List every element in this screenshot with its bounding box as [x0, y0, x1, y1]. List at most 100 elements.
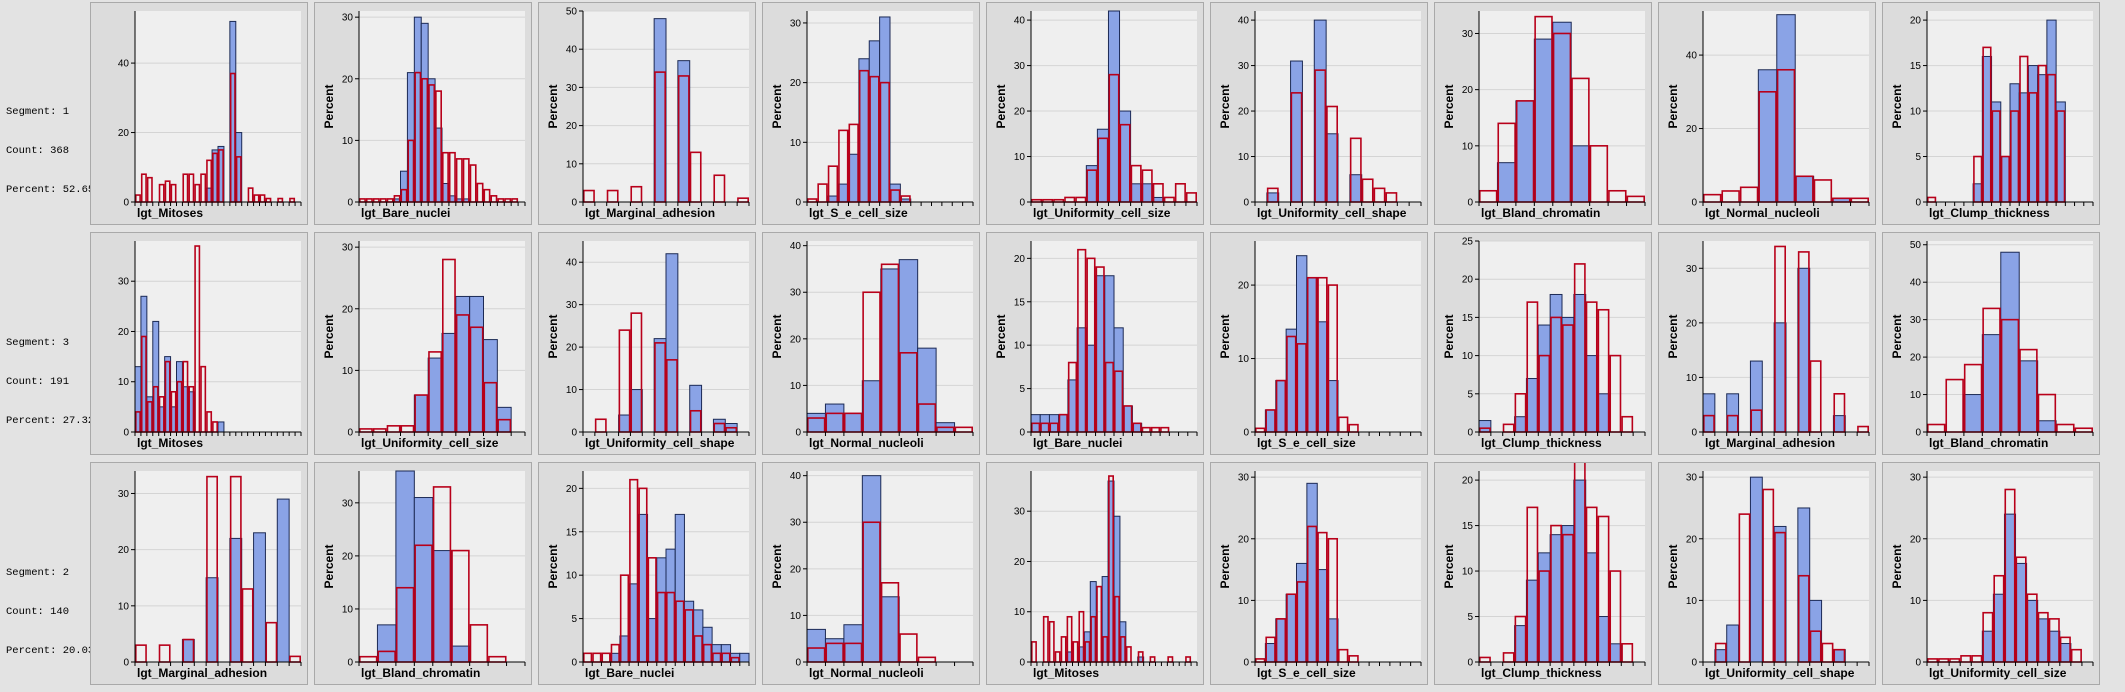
histogram-panel: 0 10 20 30 lgt_Bland_chromatin Percent	[314, 462, 532, 685]
segment-bar	[1515, 100, 1535, 203]
segment-bar	[205, 577, 219, 663]
x-axis-label: lgt_Clump_thickness	[1929, 206, 2050, 220]
x-axis-label: lgt_Marginal_adhesion	[1705, 436, 1835, 450]
segment-label-line: Percent: 52.65	[6, 184, 95, 196]
histogram-panel: 0 5 10 15 20 25 lgt_Clump_thickness Percent	[1434, 232, 1652, 455]
segment-bar	[1107, 10, 1121, 203]
y-tick-label: 10	[566, 159, 578, 170]
y-tick-label: 10	[1238, 596, 1250, 607]
segment-bar	[618, 414, 631, 433]
segment-bar	[1349, 174, 1363, 203]
y-tick-label: 20	[118, 327, 130, 338]
y-tick-label: 10	[342, 366, 354, 377]
segment-bar	[861, 475, 882, 663]
y-tick-label: 10	[1462, 141, 1474, 152]
histogram-panel: 0 10 20 30 lgt_Uniformity_cell_shape Percent	[1658, 462, 1876, 685]
segment-bar	[413, 394, 429, 433]
segment-bar	[2018, 360, 2039, 433]
y-tick-label: 30	[1014, 507, 1026, 518]
segment-bar	[1797, 267, 1811, 433]
segment-bar	[843, 412, 863, 433]
segment-bar	[276, 498, 290, 663]
y-tick-label: 20	[1462, 476, 1474, 487]
segment-bar	[2015, 562, 2028, 663]
y-tick-label: 10	[1910, 390, 1922, 401]
y-axis-label: Percent	[1442, 84, 1456, 128]
x-axis-label: lgt_Uniformity_cell_shape	[585, 436, 735, 450]
y-tick-label: 30	[342, 13, 354, 24]
y-tick-label: 30	[790, 18, 802, 29]
y-tick-label: 20	[1238, 281, 1250, 292]
y-axis-label: Percent	[1890, 84, 1904, 128]
x-axis-label: lgt_Mitoses	[137, 206, 203, 220]
segment-bar	[253, 532, 266, 663]
y-tick-label: 20	[1238, 107, 1250, 118]
segment-bar	[1525, 378, 1539, 433]
x-axis-label: lgt_Uniformity_cell_size	[1929, 666, 2067, 680]
x-axis-label: lgt_Mitoses	[137, 436, 203, 450]
y-tick-label: 10	[566, 385, 578, 396]
segment-bar	[1757, 69, 1778, 203]
segment-bar	[2059, 643, 2072, 663]
y-tick-label: 10	[1910, 107, 1922, 118]
y-tick-label: 30	[1910, 315, 1922, 326]
histogram-svg: 0 10 20 30 40 lgt_Uniformity_cell_shape Percen…	[1218, 11, 1422, 220]
y-axis-label: Percent	[1218, 84, 1232, 128]
x-axis-label: lgt_Bare_nuclei	[585, 666, 674, 680]
y-tick-label: 10	[1910, 596, 1922, 607]
histogram-svg: 0 10 20 30 lgt_S_e_cell_size Percent	[1218, 471, 1422, 680]
segment-bar	[395, 470, 415, 663]
y-tick-label: 0	[571, 428, 577, 439]
histogram-panel: 0 10 20 30 lgt_Mitoses	[90, 232, 308, 455]
y-tick-label: 40	[118, 59, 130, 70]
y-tick-label: 20	[790, 564, 802, 575]
y-axis-label: Percent	[546, 544, 560, 588]
y-tick-label: 30	[342, 243, 354, 254]
histogram-panel: 0 10 20 30 40 50 lgt_Marginal_adhesion Percent	[538, 2, 756, 225]
histogram-svg: 0 10 20 lgt_S_e_cell_size Percent	[1218, 241, 1422, 450]
segment-bar	[2000, 251, 2020, 433]
histogram-svg: 0 10 20 30 lgt_Uniformity_cell_shape Percent	[1666, 471, 1870, 680]
y-axis-label: Percent	[994, 314, 1008, 358]
segment-bar	[712, 418, 726, 433]
histogram-svg: 0 10 20 30 lgt_Bland_chromatin Percent	[322, 470, 526, 680]
segment-bar	[806, 628, 826, 663]
segment-bar	[441, 332, 457, 433]
histogram-panel: 0 10 20 30 lgt_Uniformity_cell_size Percent	[314, 232, 532, 455]
y-tick-label: 30	[118, 489, 130, 500]
y-tick-label: 30	[1686, 264, 1698, 275]
y-tick-label: 10	[790, 611, 802, 622]
segment-bar	[1514, 625, 1527, 663]
segment-bar	[2003, 513, 2017, 663]
y-tick-label: 20	[1686, 318, 1698, 329]
y-tick-label: 40	[566, 45, 578, 56]
y-tick-label: 0	[1019, 198, 1025, 209]
histogram-panel: 0 10 20 30 lgt_S_e_cell_size Percent	[762, 2, 980, 225]
y-tick-label: 5	[571, 614, 577, 625]
x-axis-label: lgt_Normal_nucleoli	[1705, 206, 1820, 220]
segment-bar	[653, 18, 667, 203]
histogram-panel: 0 10 20 30 40 50 lgt_Bland_chromatin Percent	[1882, 232, 2100, 455]
histogram-svg: 0 10 20 30 40 50 lgt_Marginal_adhesion Percent	[546, 7, 750, 220]
y-tick-label: 30	[118, 277, 130, 288]
histogram-svg: 0 5 10 15 20 lgt_Bare_nuclei Percent	[994, 241, 1198, 450]
y-tick-label: 20	[1238, 534, 1250, 545]
segment-bar	[1981, 334, 2002, 433]
segment-bar	[1085, 165, 1098, 203]
segment-bar	[1478, 420, 1492, 433]
histogram-svg: 0 5 10 15 20 lgt_Clump_thickness Percent	[1442, 463, 1646, 680]
histogram-panel: 0 10 20 30 40 lgt_Uniformity_cell_size Percent	[986, 2, 1204, 225]
y-axis-label: Percent	[770, 84, 784, 128]
y-tick-label: 10	[790, 381, 802, 392]
y-tick-label: 30	[1910, 473, 1922, 484]
y-tick-label: 15	[1014, 297, 1026, 308]
y-tick-label: 20	[566, 484, 578, 495]
segment-bar	[1549, 534, 1563, 663]
histogram-svg: 0 10 20 30 lgt_S_e_cell_size Percent	[770, 11, 974, 220]
segment-bar	[1963, 394, 1983, 433]
y-tick-label: 20	[1686, 534, 1698, 545]
x-axis-label: lgt_Bland_chromatin	[361, 666, 480, 680]
histogram-svg: 0 10 20 30 40 lgt_Uniformity_cell_shape Percen…	[546, 241, 750, 450]
y-tick-label: 0	[1691, 198, 1697, 209]
y-axis-label: Percent	[1666, 314, 1680, 358]
